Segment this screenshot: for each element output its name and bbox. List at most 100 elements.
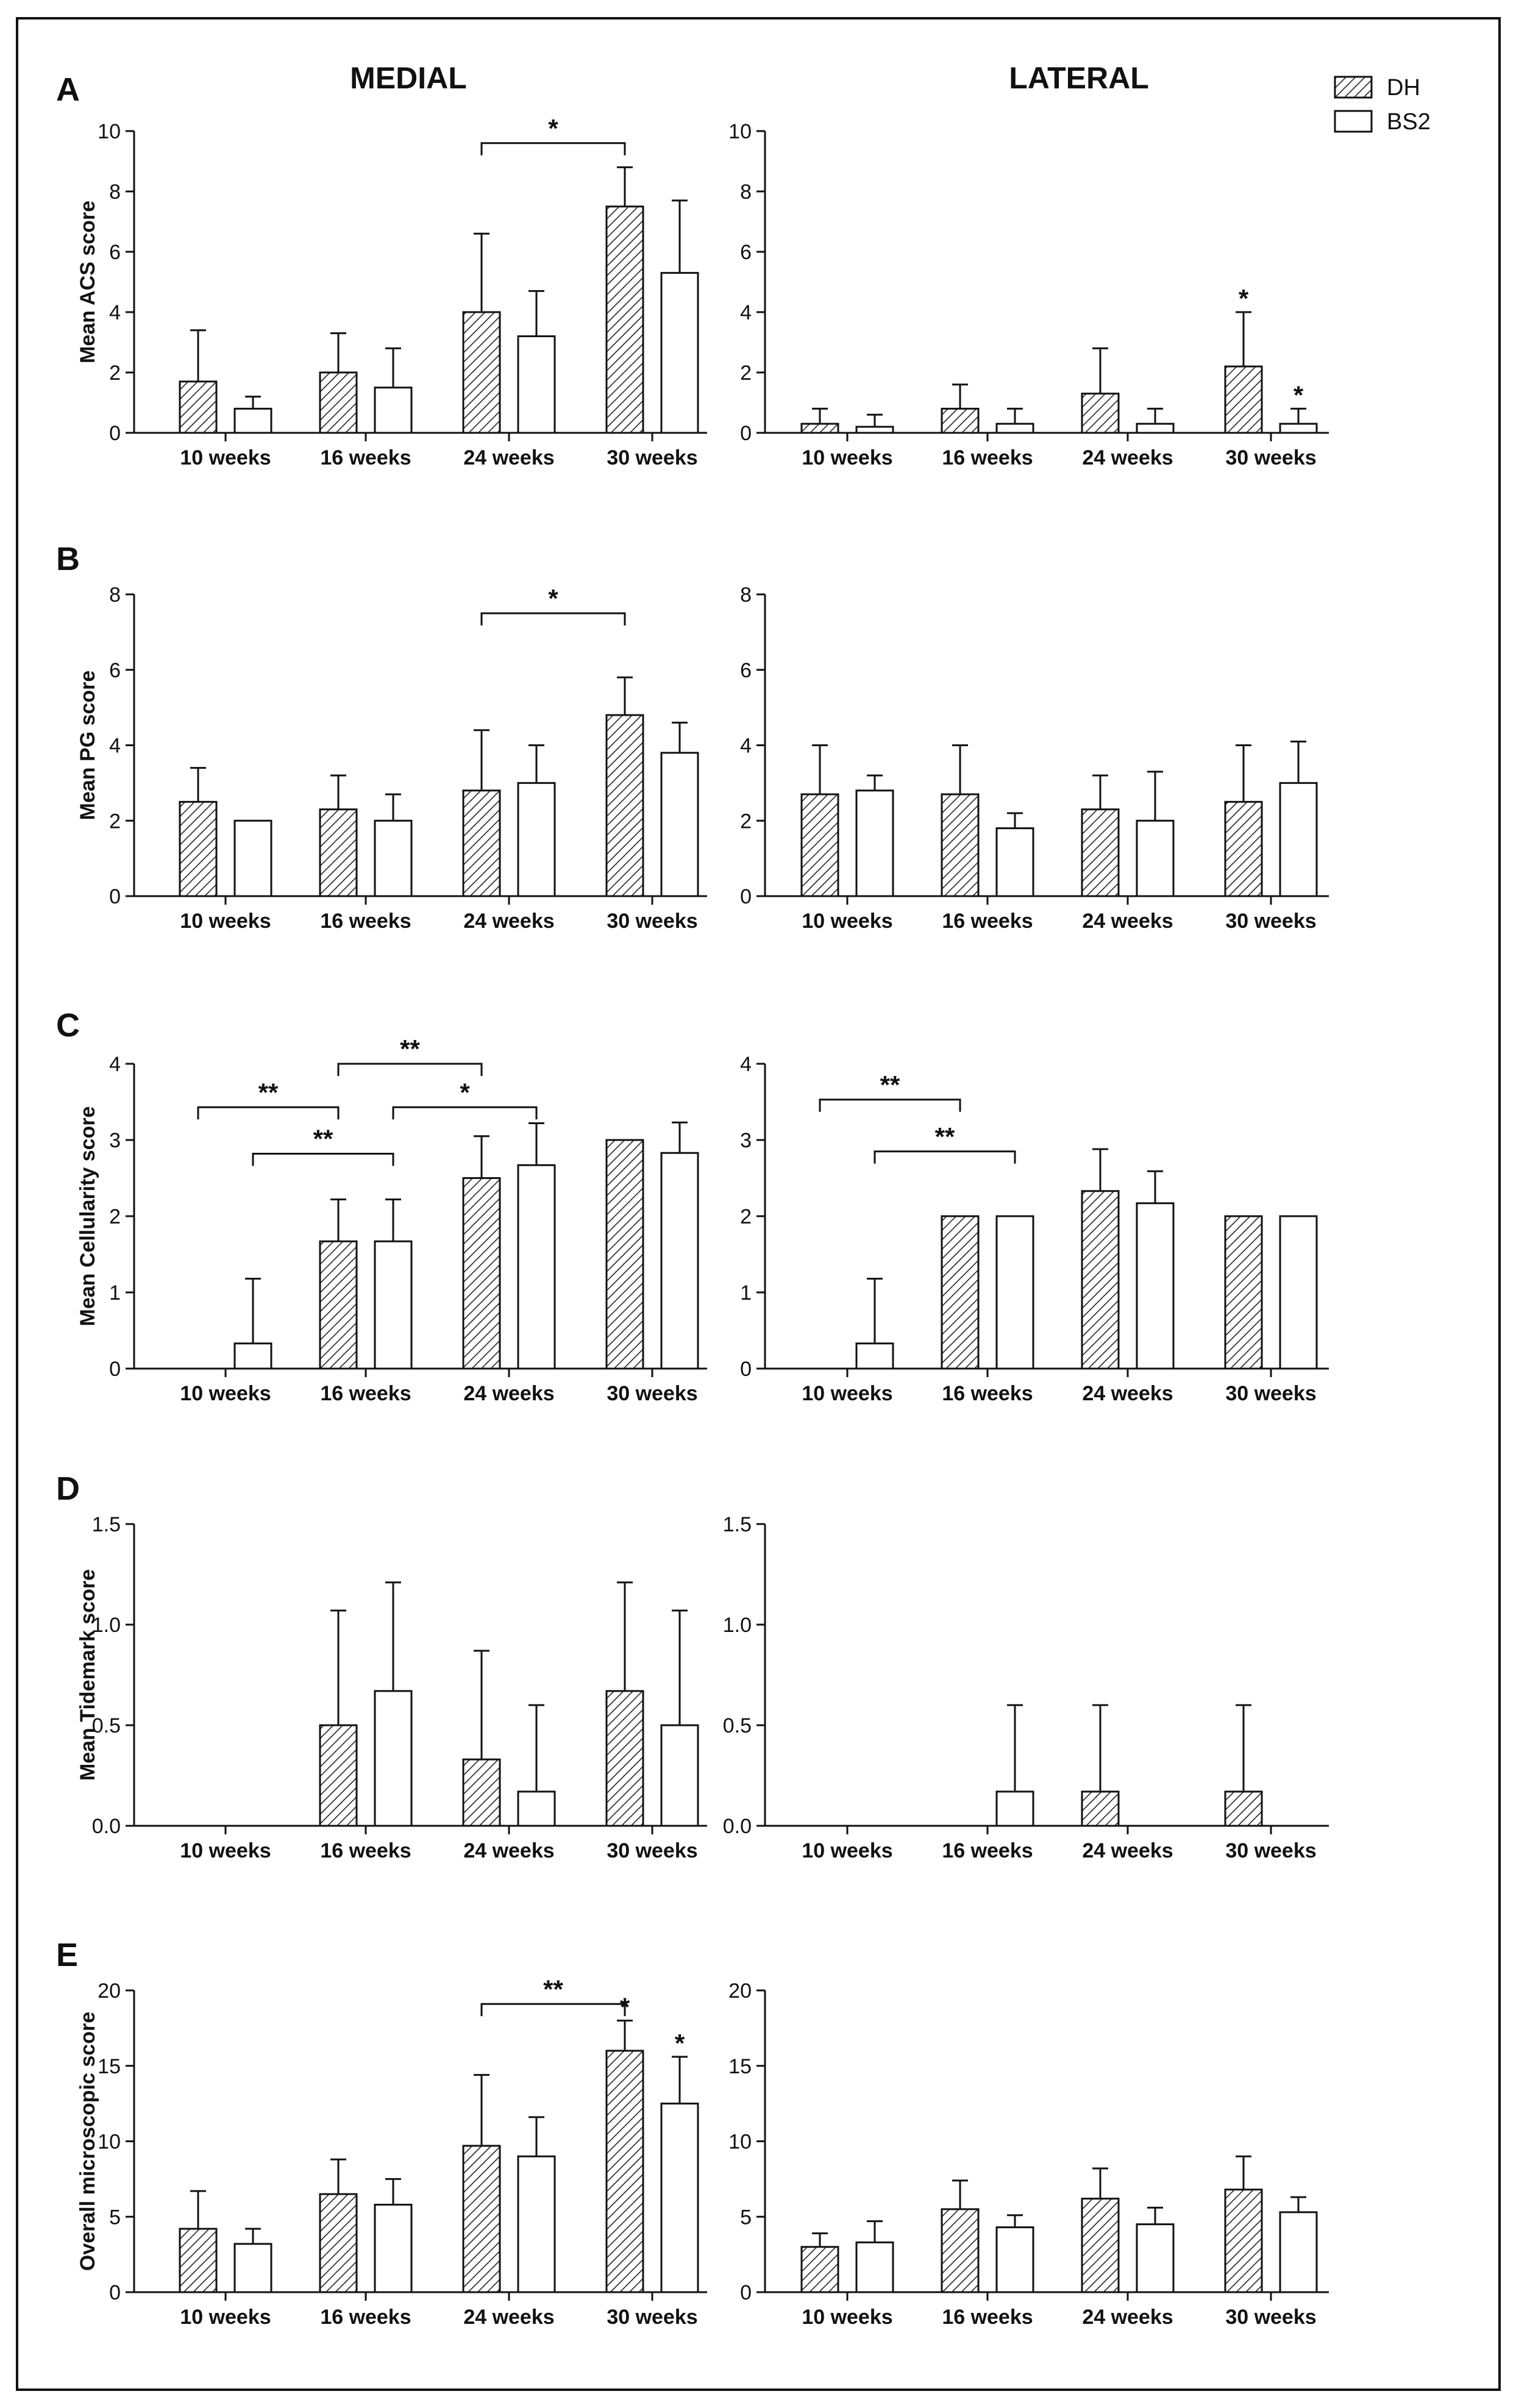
y-tick-label: 2: [740, 1205, 752, 1228]
y-tick-label: 15: [728, 2055, 752, 2078]
x-tick-label: 10 weeks: [180, 1382, 271, 1405]
legend-label-bs2: BS2: [1387, 109, 1431, 135]
bar-bs2: [1279, 422, 1318, 434]
x-tick-label: 24 weeks: [463, 2306, 554, 2329]
bar-dh: [462, 1758, 501, 1827]
bar-bs2: [855, 426, 894, 434]
bar-bs2: [233, 819, 272, 897]
bar-dh: [462, 311, 501, 434]
y-tick-label: 3: [109, 1129, 121, 1152]
y-tick-label: 1.5: [92, 1513, 121, 1536]
bar-bs2: [1136, 422, 1175, 434]
y-axis-label: Overall microscopic score: [76, 2012, 99, 2271]
significance-bracket: [252, 1153, 394, 1166]
y-tick-label: 0: [109, 1358, 121, 1381]
column-title-medial: MEDIAL: [350, 61, 467, 95]
bar-dh: [800, 2246, 839, 2293]
bar-dh: [179, 380, 218, 434]
significance-bracket: [337, 1063, 483, 1076]
y-tick-label: 6: [740, 241, 752, 264]
x-tick-label: 10 weeks: [180, 2306, 271, 2329]
bar-bs2: [855, 1342, 894, 1370]
y-tick-label: 2: [109, 810, 121, 833]
bar-dh: [941, 1215, 980, 1370]
bar-bs2: [660, 272, 699, 434]
bar-bs2: [660, 1152, 699, 1370]
bar-bs2: [374, 1240, 413, 1370]
significance-label: *: [548, 114, 558, 143]
x-tick-label: 10 weeks: [802, 910, 892, 933]
x-tick-label: 24 weeks: [463, 446, 554, 469]
y-tick-label: 0.0: [92, 1815, 121, 1838]
y-tick-label: 4: [109, 301, 121, 324]
bar-dh: [605, 1139, 644, 1370]
chart-panel-lateral-lateral: 0 1 2 3 4 10 weeks 16 weeks 24 weeks 30 weeks ** *…: [740, 1053, 1329, 1405]
x-tick-label: 10 weeks: [180, 446, 271, 469]
y-tick-label: 1.5: [723, 1513, 752, 1536]
x-tick-label: 10 weeks: [802, 446, 892, 469]
x-tick-label: 10 weeks: [802, 2306, 892, 2329]
y-tick-label: 0: [109, 422, 121, 445]
bar-dh: [800, 422, 839, 434]
y-tick-label: 1: [109, 1281, 121, 1305]
column-title-lateral: LATERAL: [1009, 61, 1149, 95]
significance-star: *: [620, 1993, 630, 2022]
bar-bs2: [855, 2241, 894, 2293]
bar-dh: [800, 793, 839, 897]
bar-dh: [605, 205, 644, 434]
figure-frame: [16, 17, 1501, 2391]
significance-star: *: [1294, 380, 1304, 409]
panel-label: E: [56, 1937, 78, 1973]
x-tick-label: 24 weeks: [463, 1839, 554, 1862]
bar-bs2: [1279, 782, 1318, 897]
bar-bs2: [660, 752, 699, 897]
significance-label: **: [543, 1975, 563, 2003]
chart-panel-lateral-lateral: 0.0 0.5 1.0 1.5 10 weeks 16 weeks 24 weeks 30 w…: [723, 1513, 1329, 1862]
y-tick-label: 1: [740, 1281, 752, 1305]
x-tick-label: 16 weeks: [320, 2306, 411, 2329]
bar-bs2: [1279, 2211, 1318, 2293]
y-tick-label: 2: [740, 810, 752, 833]
x-tick-label: 10 weeks: [802, 1382, 892, 1405]
x-tick-label: 24 weeks: [1082, 1382, 1173, 1405]
x-tick-label: 24 weeks: [1082, 1839, 1173, 1862]
y-tick-label: 4: [109, 1053, 121, 1076]
bar-dh: [1224, 365, 1263, 434]
chart-panel-lateral-lateral: 0 2 4 6 8 10 weeks 16 weeks 24 weeks 30 weeks: [740, 583, 1329, 933]
y-tick-label: 0.5: [723, 1714, 752, 1737]
y-tick-label: 4: [109, 735, 121, 758]
legend-swatch-dh: [1334, 76, 1373, 99]
y-tick-label: 4: [740, 735, 752, 758]
x-tick-label: 30 weeks: [1225, 910, 1316, 933]
x-tick-label: 16 weeks: [942, 446, 1033, 469]
y-tick-label: 0.0: [723, 1815, 752, 1838]
y-tick-label: 10: [728, 2131, 752, 2154]
y-tick-label: 5: [109, 2206, 121, 2229]
bar-bs2: [995, 827, 1034, 897]
x-tick-label: 30 weeks: [607, 2306, 697, 2329]
y-tick-label: 0: [740, 2281, 752, 2304]
x-tick-label: 30 weeks: [1225, 1839, 1316, 1862]
chart-panel-lateral-lateral: 0 5 10 15 20 10 weeks 16 weeks 24 weeks 30 weeks: [728, 1979, 1329, 2329]
bar-bs2: [233, 2243, 272, 2293]
y-tick-label: 10: [98, 120, 121, 143]
bar-dh: [1224, 1215, 1263, 1370]
bar-bs2: [995, 2226, 1034, 2293]
y-tick-label: 0.5: [92, 1714, 121, 1737]
x-tick-label: 30 weeks: [607, 910, 697, 933]
y-tick-label: 8: [109, 583, 121, 607]
bar-bs2: [517, 335, 556, 434]
bar-dh: [941, 2208, 980, 2293]
chart-panel-B-medial: B Mean PG score 0 2 4 6 8 10 weeks 16 weeks 24 we…: [56, 541, 707, 933]
y-tick-label: 0: [109, 2281, 121, 2304]
x-tick-label: 16 weeks: [942, 1382, 1033, 1405]
bar-dh: [319, 808, 358, 897]
bar-bs2: [374, 819, 413, 897]
bar-dh: [1081, 2198, 1120, 2293]
significance-bracket: [819, 1099, 961, 1112]
legend-swatch-bs2: [1334, 110, 1373, 133]
bar-dh: [605, 1690, 644, 1827]
y-tick-label: 8: [740, 180, 752, 204]
x-tick-label: 30 weeks: [1225, 446, 1316, 469]
